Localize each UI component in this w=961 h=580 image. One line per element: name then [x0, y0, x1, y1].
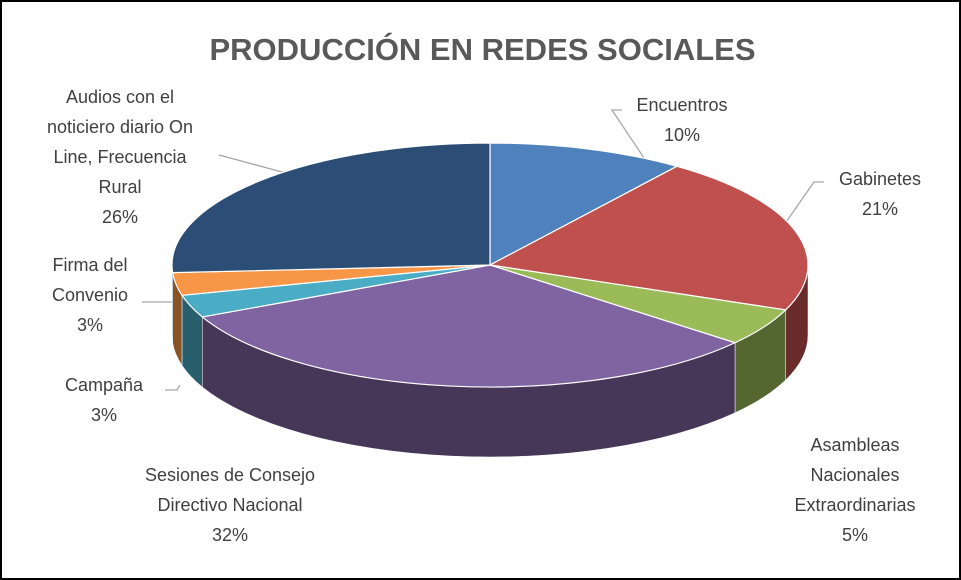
data-label: Audios con el noticiero diario On Line, … [35, 82, 205, 232]
data-label: Gabinetes 21% [805, 164, 955, 224]
category-label: Asambleas Nacionales Extraordinarias [794, 435, 916, 515]
slice [200, 264, 737, 388]
data-label: Asambleas Nacionales Extraordinarias 5% [770, 430, 940, 550]
value-label: 26% [101, 207, 139, 227]
leader-line [610, 109, 653, 171]
value-label: 5% [841, 525, 868, 545]
slice-side [171, 264, 173, 343]
value-label: 3% [90, 405, 117, 425]
leader-line [776, 181, 824, 236]
leader-lines [142, 109, 824, 391]
value-label: 32% [211, 525, 249, 545]
data-label: Firma del Convenio 3% [30, 250, 150, 340]
category-label: Gabinetes [838, 169, 922, 189]
value-label: 21% [861, 199, 899, 219]
category-label: Sesiones de Consejo Directivo Nacional [144, 465, 316, 515]
category-label: Encuentros [636, 95, 728, 115]
chart-title: PRODUCCIÓN EN REDES SOCIALES [209, 32, 756, 67]
leader-line [218, 154, 286, 173]
value-label: 3% [76, 315, 103, 335]
category-label: Firma del Convenio [51, 255, 129, 305]
data-label: Sesiones de Consejo Directivo Nacional 32… [140, 460, 320, 550]
slice [489, 142, 679, 266]
value-label: 10% [663, 125, 701, 145]
data-label: Encuentros 10% [607, 90, 757, 150]
slice [171, 142, 491, 274]
category-label: Audios con el noticiero diario On Line, … [46, 87, 194, 197]
category-label: Campaña [64, 375, 144, 395]
data-label: Campaña 3% [44, 370, 164, 430]
leader-line [165, 384, 181, 391]
slice [488, 165, 809, 311]
